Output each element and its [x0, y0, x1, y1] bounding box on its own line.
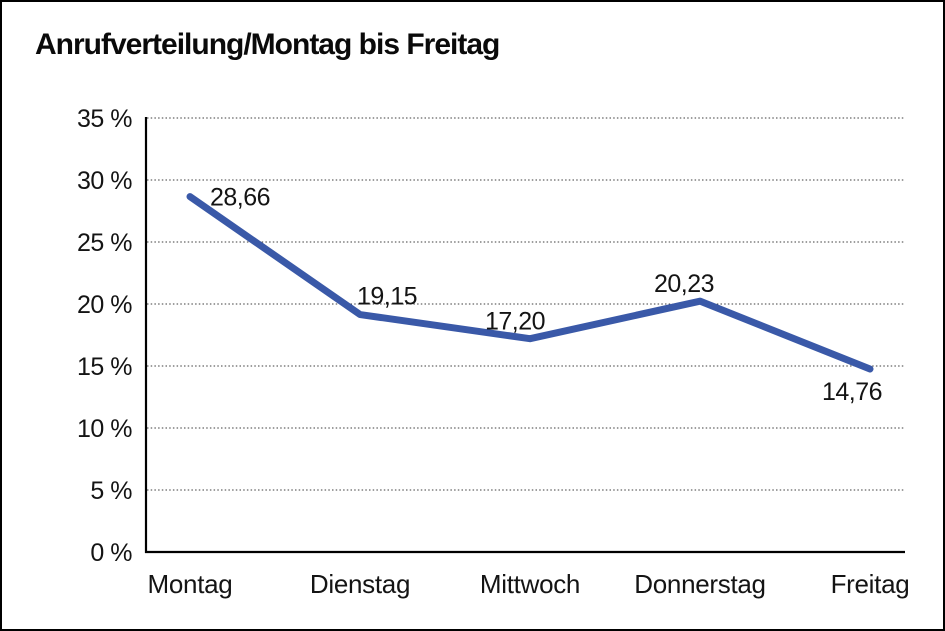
y-tick-label-20: 20 %: [77, 291, 132, 319]
y-tick-label-5: 5 %: [90, 477, 132, 505]
point-label-mittwoch: 17,20: [485, 308, 545, 336]
x-tick-label-dienstag: Dienstag: [310, 569, 410, 599]
y-tick-label-15: 15 %: [77, 353, 132, 381]
x-tick-label-montag: Montag: [148, 569, 233, 599]
x-tick-label-freitag: Freitag: [831, 569, 910, 599]
x-tick-label-donnerstag: Donnerstag: [634, 569, 765, 599]
x-tick-label-mittwoch: Mittwoch: [480, 569, 580, 599]
chart-title: Anrufverteilung/Montag bis Freitag: [35, 28, 500, 61]
y-tick-label-35: 35 %: [77, 105, 132, 133]
point-label-donnerstag: 20,23: [654, 270, 714, 298]
point-label-montag: 28,66: [210, 184, 270, 212]
point-label-dienstag: 19,15: [357, 283, 417, 311]
y-tick-label-30: 30 %: [77, 167, 132, 195]
series-line-anrufverteilung: [186, 193, 874, 373]
y-tick-label-0: 0 %: [90, 539, 132, 567]
y-tick-label-10: 10 %: [77, 415, 132, 443]
point-label-freitag: 14,76: [822, 378, 882, 406]
y-tick-label-25: 25 %: [77, 229, 132, 257]
